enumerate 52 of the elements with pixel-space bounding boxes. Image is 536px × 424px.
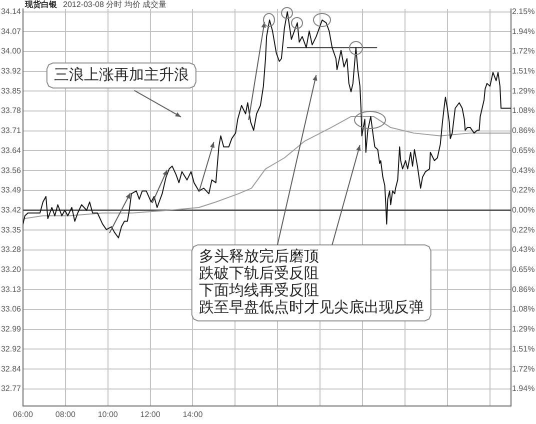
y2-tick-label: 1.94%: [512, 384, 535, 394]
annotation: 多头释放完后磨顶: [198, 247, 319, 266]
y-tick-label: 33.28: [0, 245, 22, 254]
y-tick-label: 32.99: [0, 324, 22, 334]
y-tick-label: 32.77: [0, 384, 22, 394]
y2-tick-label: 1.72%: [512, 46, 535, 56]
y-tick-label: 33.78: [0, 106, 22, 116]
y-tick-label: 33.64: [0, 146, 22, 155]
y2-tick-label: 1.29%: [512, 324, 535, 334]
chart-title: 现货白银: [24, 0, 58, 10]
y-tick-label: 33.49: [0, 186, 22, 195]
y2-tick-label: 0.22%: [512, 225, 535, 234]
y-tick-label: 34.07: [0, 26, 22, 36]
annotation: 跌至早盘低点时才见尖底出现反弹: [198, 298, 424, 316]
y-tick-label: 34.00: [0, 46, 22, 56]
x-tick-label: 14:00: [182, 410, 204, 420]
annotation: 跌破下轨后受反阻: [198, 264, 319, 282]
y2-tick-label: 1.94%: [512, 26, 535, 36]
y2-tick-label: 1.08%: [512, 106, 535, 116]
y-tick-label: 33.20: [0, 265, 22, 274]
y2-tick-label: 0.65%: [512, 146, 535, 155]
x-tick-label: 06:00: [12, 410, 34, 420]
y2-tick-label: 0.65%: [512, 265, 535, 274]
y2-tick-label: 0.43%: [512, 166, 535, 175]
y-tick-label: 32.84: [0, 364, 22, 374]
chart-subtitle: 2012-03-08 分时 均价 成交量: [63, 0, 167, 10]
y2-tick-label: 0.22%: [512, 186, 535, 195]
y2-tick-label: 0.00%: [512, 205, 535, 214]
y-tick-label: 34.14: [0, 6, 22, 16]
x-tick-label: 08:00: [55, 410, 76, 420]
y-tick-label: 33.92: [0, 66, 22, 76]
y2-tick-label: 1.29%: [512, 86, 535, 96]
y2-tick-label: 1.51%: [512, 344, 535, 354]
y2-tick-label: 1.72%: [512, 364, 535, 374]
y-tick-label: 33.42: [0, 205, 22, 214]
y2-tick-label: 0.86%: [512, 284, 535, 294]
y-tick-label: 33.85: [0, 86, 22, 96]
y-tick-label: 33.06: [0, 304, 22, 314]
y-tick-label: 33.13: [0, 284, 22, 294]
y-tick-label: 32.92: [0, 344, 22, 354]
y2-tick-label: 1.51%: [512, 66, 535, 76]
y2-tick-label: 2.15%: [512, 6, 535, 16]
y-tick-label: 33.56: [0, 166, 22, 175]
y2-tick-label: 0.86%: [512, 126, 535, 136]
x-tick-label: 12:00: [140, 410, 161, 420]
y2-tick-label: 1.08%: [512, 304, 535, 314]
x-tick-label: 10:00: [98, 410, 118, 420]
y2-tick-label: 0.43%: [512, 245, 535, 254]
annotation: 下面均线再受反阻: [198, 281, 319, 300]
annotation: 三浪上涨再加主升浪: [54, 65, 189, 84]
y-tick-label: 33.35: [0, 225, 22, 234]
y-tick-label: 33.71: [0, 126, 22, 136]
